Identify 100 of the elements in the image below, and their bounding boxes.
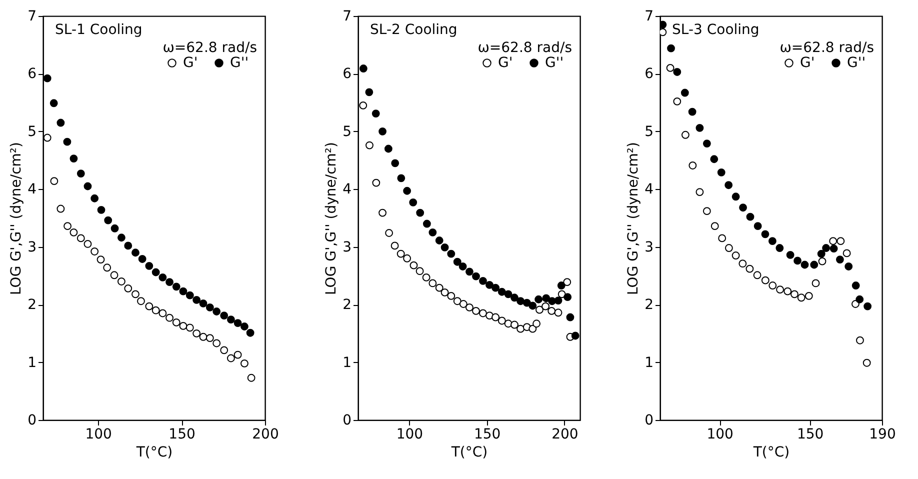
point: [403, 186, 412, 195]
point: [864, 302, 872, 310]
point: [378, 127, 386, 136]
x-axis-title: T(°C): [135, 444, 173, 460]
point: [234, 350, 242, 359]
y-tick-label: 2: [342, 297, 352, 314]
point: [528, 302, 537, 310]
y-tick-label: 7: [644, 8, 654, 24]
point: [702, 207, 711, 216]
point: [673, 68, 682, 76]
point: [97, 206, 106, 214]
y-tick-label: 3: [28, 239, 36, 256]
legend-label: G': [498, 55, 513, 71]
annotation: ω=62.8 rad/s: [780, 40, 874, 56]
point: [510, 294, 518, 302]
x-tick-label: 100: [396, 426, 424, 442]
point: [226, 354, 235, 362]
point: [459, 300, 468, 308]
y-tick-label: 3: [644, 239, 654, 256]
y-tick-label: 6: [644, 66, 654, 82]
point: [542, 294, 550, 302]
x-tick-label: 190: [869, 426, 896, 442]
point: [542, 302, 550, 310]
x-tick-label: 200: [552, 426, 578, 442]
point: [385, 229, 394, 237]
y-tick-label: 1: [644, 354, 654, 371]
point: [536, 306, 544, 314]
x-axis-title: T(°C): [752, 444, 790, 460]
point: [422, 273, 430, 282]
point: [76, 170, 85, 178]
x-tick-label: 150: [796, 426, 824, 442]
point: [528, 324, 537, 333]
point: [226, 316, 235, 324]
legend-label: G': [800, 55, 815, 71]
y-axis-title: LOG G',G'' (dyne/cm²): [324, 142, 340, 296]
point: [510, 320, 518, 329]
point: [768, 282, 777, 290]
point: [856, 295, 864, 304]
point: [365, 88, 374, 96]
point: [110, 271, 118, 280]
point: [681, 130, 690, 139]
annotation: ω=62.8 rad/s: [162, 40, 257, 56]
point: [666, 64, 674, 72]
point: [836, 237, 845, 246]
point: [458, 262, 467, 270]
point: [754, 222, 762, 230]
point: [486, 312, 494, 320]
point: [234, 319, 242, 327]
point: [422, 220, 431, 228]
point: [563, 278, 572, 286]
point: [403, 254, 412, 262]
x-tick-label: 200: [252, 426, 279, 442]
point: [378, 208, 386, 217]
y-tick-label: 0: [644, 412, 654, 428]
point: [440, 288, 449, 296]
point: [199, 332, 208, 341]
point: [186, 324, 194, 332]
point: [435, 284, 444, 292]
point: [206, 304, 214, 312]
point: [391, 159, 400, 168]
y-tick-label: 0: [342, 412, 352, 428]
y-axis-title: LOG G',G'' (dyne/cm²): [8, 142, 25, 296]
point: [673, 97, 682, 106]
point: [199, 299, 208, 308]
y-tick-label: 5: [28, 124, 36, 140]
point: [117, 278, 126, 286]
point: [856, 336, 864, 344]
point: [192, 329, 201, 338]
x-tick-label: 100: [85, 426, 112, 442]
point: [746, 264, 754, 273]
point: [145, 302, 154, 310]
point: [166, 278, 174, 286]
point: [746, 212, 754, 221]
y-tick-label: 2: [28, 297, 36, 314]
point: [384, 144, 392, 153]
legend-label: G'': [230, 55, 249, 71]
point: [761, 230, 770, 238]
annotation: ω=62.8 rad/s: [478, 40, 572, 56]
y-tick-label: 4: [644, 182, 654, 198]
legend-label: G'': [847, 55, 866, 71]
point: [63, 138, 72, 146]
point: [138, 255, 146, 263]
chart-title: SL-3 Cooling: [672, 22, 760, 38]
chart-title: SL-2 Cooling: [370, 22, 458, 38]
point: [817, 250, 826, 258]
point: [166, 314, 174, 322]
point: [472, 306, 480, 315]
x-tick-label: 150: [168, 426, 196, 442]
point: [696, 124, 704, 132]
point: [43, 74, 52, 82]
point: [554, 308, 562, 317]
legend-label: G': [183, 55, 198, 71]
point: [810, 260, 818, 269]
y-tick-label: 4: [28, 182, 37, 198]
point: [84, 240, 92, 248]
point: [492, 313, 500, 322]
point: [56, 118, 65, 127]
point: [761, 276, 770, 284]
point: [396, 250, 405, 258]
point: [372, 178, 380, 187]
